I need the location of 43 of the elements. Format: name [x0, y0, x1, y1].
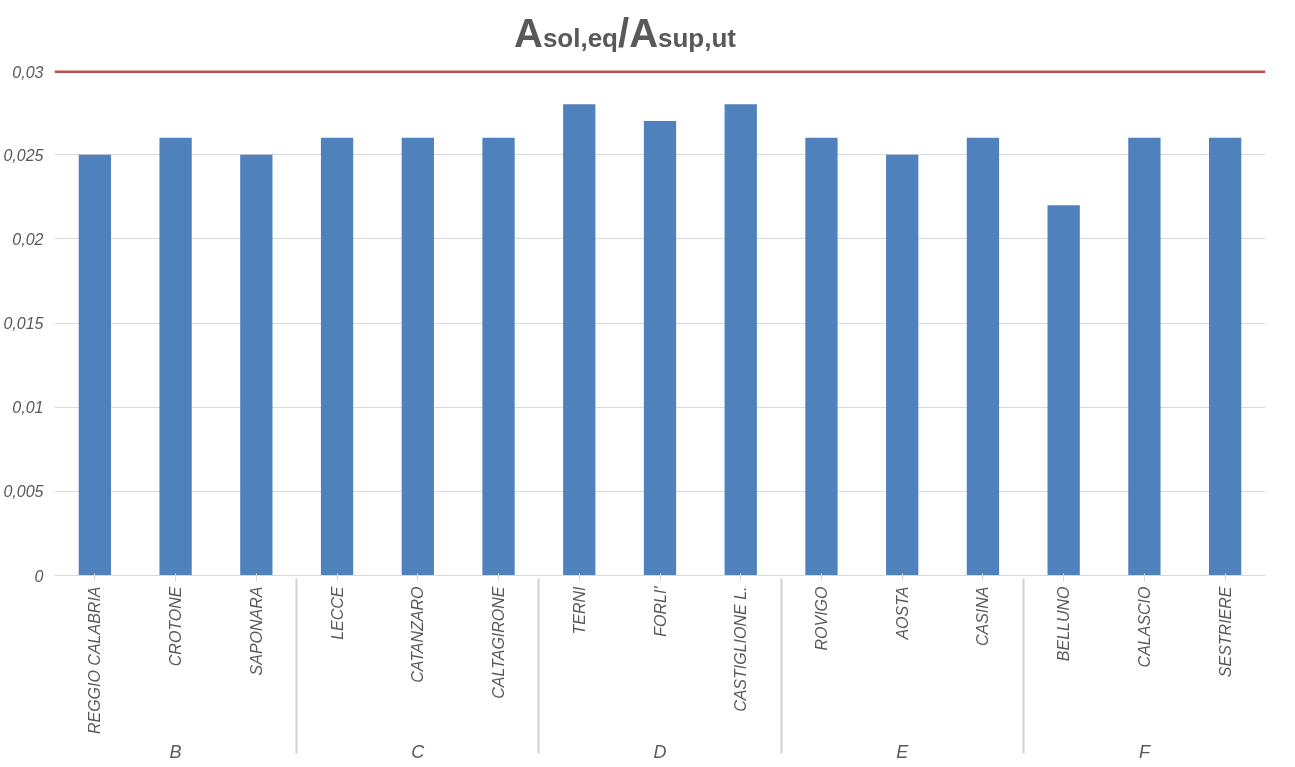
x-tick-label: AOSTA	[893, 586, 911, 641]
bar	[320, 137, 354, 576]
bar	[1047, 205, 1080, 576]
x-tick-label: CASTIGLIONE L.	[732, 586, 750, 712]
bar	[563, 104, 596, 576]
x-tick-label: TERNI	[570, 585, 588, 635]
x-tick-label: LECCE	[328, 586, 346, 640]
bar	[240, 154, 273, 576]
y-tick-label: 0,015	[3, 315, 44, 332]
text: F	[1138, 742, 1151, 763]
x-tick-label: CALTAGIRONE	[490, 586, 508, 699]
bar	[78, 154, 112, 576]
y-tick-label: 0,025	[3, 146, 44, 164]
x-tick-label: CALASCIO	[1135, 586, 1153, 668]
y-tick-label: 0,005	[3, 483, 44, 501]
bar	[1208, 137, 1242, 576]
y-tick-label: 0,03	[12, 63, 44, 81]
bar	[724, 104, 757, 576]
x-tick-label: CATANZARO	[409, 586, 427, 683]
bar	[1128, 137, 1161, 576]
bar	[482, 137, 515, 576]
x-tick-label: SAPONARA	[247, 586, 265, 676]
x-tick-label: CROTONE	[167, 586, 185, 667]
x-tick-label: REGGIO CALABRIA	[86, 586, 104, 735]
bar	[886, 154, 919, 576]
x-tick-label: CASINA	[974, 586, 992, 647]
text: B	[169, 742, 182, 763]
chart-title: Asol,eq/Asup,ut	[513, 10, 737, 57]
bar	[159, 137, 192, 576]
y-tick-label: 0,02	[12, 230, 44, 248]
x-tick-label: FORLI'	[651, 585, 669, 637]
text: E	[896, 742, 910, 763]
y-tick-label: 0,01	[12, 399, 44, 417]
bar	[966, 137, 1000, 576]
x-tick-label: SESTRIERE	[1216, 586, 1234, 678]
bar	[805, 137, 838, 576]
x-tick-label: ROVIGO	[812, 586, 830, 651]
text: D	[653, 742, 667, 763]
y-tick-label: 0	[34, 567, 44, 585]
bar	[643, 121, 677, 576]
text: C	[411, 742, 426, 763]
x-tick-label: BELLUNO	[1055, 586, 1073, 662]
bar	[401, 137, 434, 576]
